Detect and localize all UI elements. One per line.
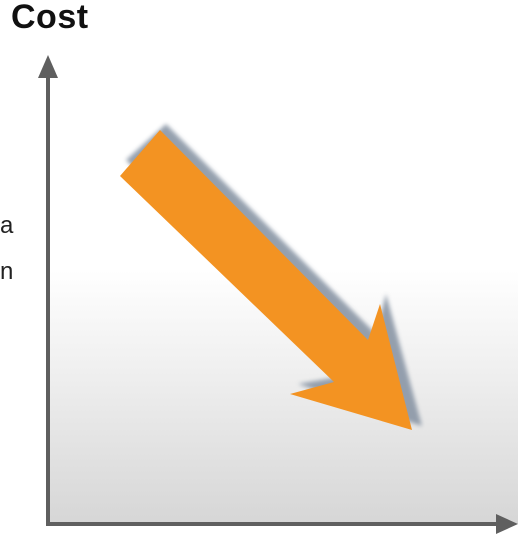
x-axis [46,514,518,534]
down-right-arrow-icon [120,124,422,430]
x-axis-arrowhead-icon [496,514,518,534]
y-axis [38,55,58,524]
axis-title-cost: Cost [11,0,89,36]
y-axis-arrowhead-icon [38,55,58,78]
